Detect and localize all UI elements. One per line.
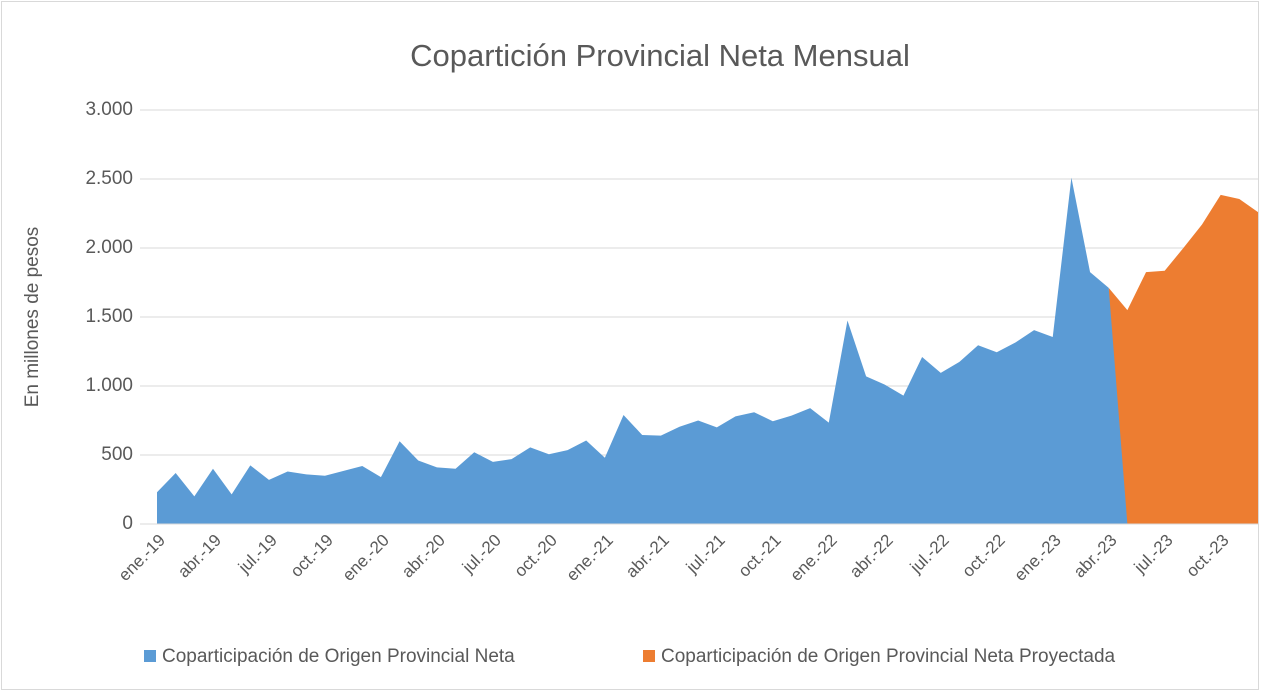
area: [157, 177, 1258, 524]
legend-label: Coparticipación de Origen Provincial Net…: [162, 646, 515, 667]
legend-label: Coparticipación de Origen Provincial Net…: [661, 646, 1116, 667]
y-tick-label: 1.500: [85, 306, 133, 327]
y-tick-label: 2.000: [85, 237, 133, 258]
y-tick-label: 2.500: [85, 168, 133, 189]
legend-swatch: [643, 650, 655, 662]
y-tick-label: 1.000: [85, 375, 133, 396]
area: [1108, 194, 1258, 524]
legend-swatch: [144, 650, 156, 662]
y-tick-label: 0: [122, 513, 133, 534]
y-axis-label: En millones de pesos: [22, 227, 43, 408]
y-tick-label: 3.000: [85, 99, 133, 120]
chart-title: Copartición Provincial Neta Mensual: [410, 38, 910, 73]
y-tick-label: 500: [101, 444, 133, 465]
